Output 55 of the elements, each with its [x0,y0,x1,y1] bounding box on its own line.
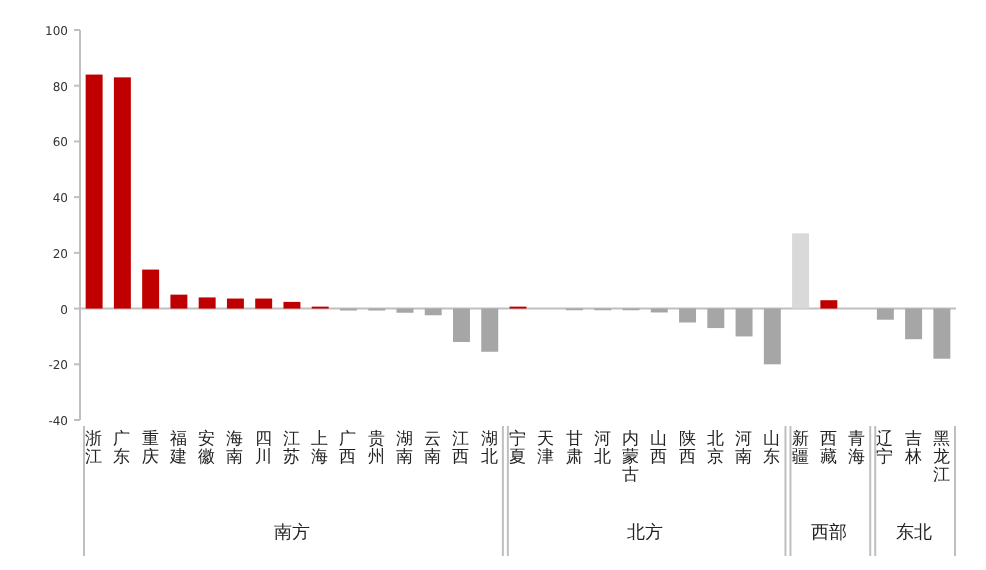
x-tick-label: 吉林 [902,428,923,466]
bar [481,308,499,352]
x-tick-label: 福建 [167,428,188,466]
bar [933,308,951,359]
x-tick-label: 江西 [452,428,471,466]
bar [679,308,697,323]
bar [820,300,838,309]
bar [255,298,273,309]
x-tick-label: 黑龙江 [932,428,951,484]
x-tick-label: 上海 [311,428,330,466]
bar [707,308,725,329]
x-tick-label: 新疆 [791,428,810,466]
bar [113,77,131,309]
x-tick-label: 山西 [650,428,669,466]
x-tick-label: 河北 [593,428,612,466]
x-tick-label: 天津 [537,428,556,466]
bar [226,298,244,309]
x-tick-label: 西藏 [819,428,838,466]
x-tick-label: 内蒙古 [622,428,641,484]
x-tick-label: 湖北 [480,428,499,466]
x-tick-label: 广西 [339,428,358,466]
x-tick-label: 贵州 [367,428,386,466]
x-tick-label: 北京 [706,428,725,466]
x-tick-label: 浙江 [85,428,104,466]
bar [170,294,188,309]
x-tick-label: 湖南 [395,428,414,466]
text: 东北 [895,522,932,542]
bar [792,233,810,309]
bar [763,308,781,365]
bar [876,308,894,320]
bar [283,301,301,309]
text: 南方 [273,522,310,542]
x-tick-label: 山东 [763,428,782,466]
bar [142,269,160,309]
text: 北方 [627,522,664,542]
x-tick-label: 辽宁 [876,428,895,466]
x-tick-label: 四川 [254,428,273,466]
x-tick-label: 河南 [735,428,754,466]
bar [424,308,442,316]
x-tick-label: 云南 [424,428,443,466]
x-tick-label: 海南 [226,428,245,466]
x-tick-label: 重庆 [141,428,160,466]
bar [453,308,470,342]
bar [735,308,753,337]
x-tick-label: 江苏 [282,428,301,466]
bar [85,74,103,309]
x-tick-label: 陕西 [678,428,697,466]
x-tick-label: 青海 [848,428,867,466]
x-tick-label: 广东 [113,428,132,466]
bar [198,297,216,309]
x-tick-label: 安徽 [198,428,217,466]
text: 西部 [810,522,847,542]
bar [905,308,923,340]
x-tick-label: 甘肃 [565,428,584,466]
x-tick-label: 宁夏 [509,428,527,466]
